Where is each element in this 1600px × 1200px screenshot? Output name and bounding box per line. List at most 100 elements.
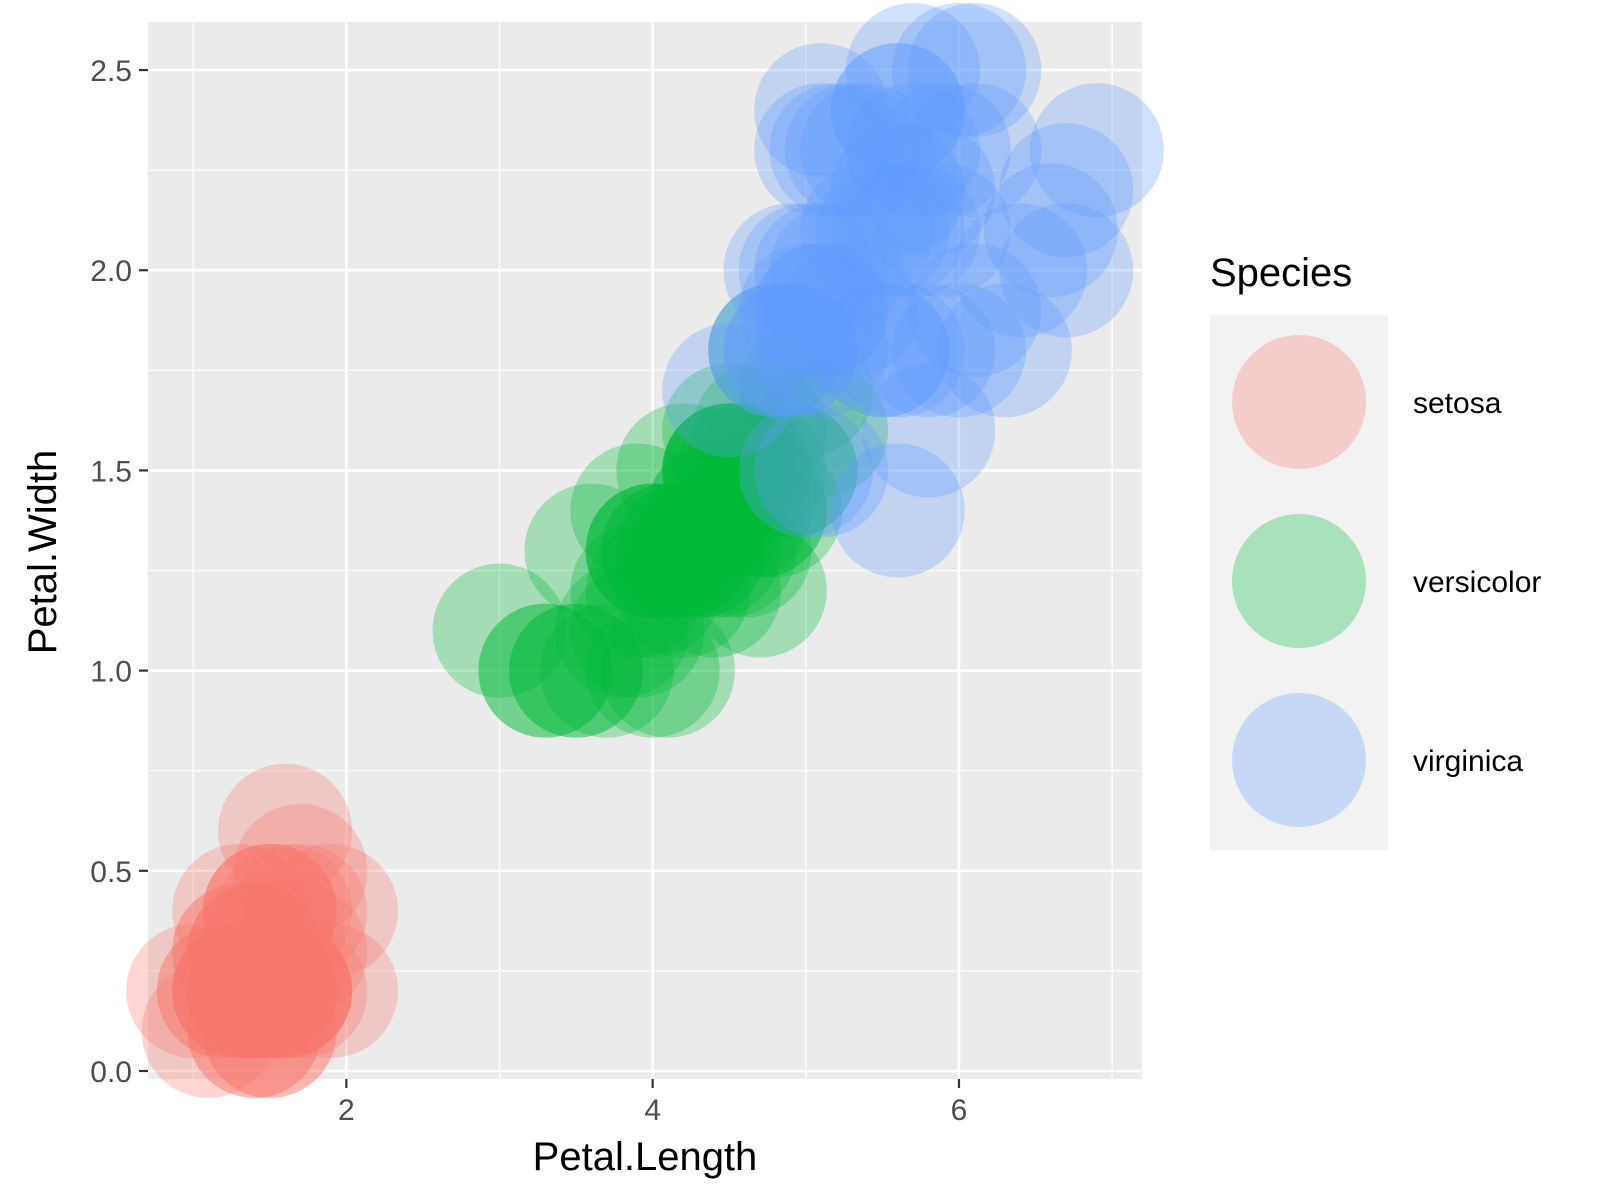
data-point-versicolor (662, 483, 797, 618)
data-point-versicolor (646, 443, 781, 578)
data-point-virginica (754, 243, 889, 378)
data-point-virginica (830, 163, 965, 298)
data-point-setosa (233, 923, 368, 1058)
data-point-virginica (937, 283, 1072, 418)
data-point-setosa (264, 923, 399, 1058)
data-point-setosa (218, 923, 353, 1058)
x-tick-label: 4 (644, 1094, 661, 1127)
data-point-versicolor (662, 403, 797, 538)
data-point-virginica (830, 123, 965, 258)
data-point-versicolor (646, 443, 781, 578)
data-point-versicolor (662, 363, 797, 498)
data-point-versicolor (662, 403, 797, 538)
data-point-setosa (202, 923, 337, 1058)
series-setosa (126, 763, 399, 1098)
data-point-virginica (846, 83, 981, 218)
data-point-setosa (156, 923, 291, 1058)
data-point-setosa (187, 923, 322, 1058)
data-point-virginica (723, 283, 858, 418)
data-point-versicolor (570, 443, 705, 578)
data-point-virginica (861, 283, 996, 418)
data-point-versicolor (539, 603, 674, 738)
data-point-setosa (172, 923, 307, 1058)
data-point-versicolor (662, 403, 797, 538)
data-point-setosa (202, 923, 337, 1058)
data-point-virginica (876, 163, 1011, 298)
data-point-versicolor (524, 483, 659, 618)
data-point-virginica (907, 3, 1042, 138)
data-point-setosa (233, 883, 368, 1018)
data-point-versicolor (692, 403, 827, 538)
data-point-versicolor (631, 483, 766, 618)
x-tick-label: 6 (951, 1094, 968, 1127)
data-point-setosa (202, 963, 337, 1098)
legend-title: Species (1210, 251, 1352, 295)
data-point-virginica (861, 363, 996, 498)
data-point-versicolor (585, 523, 720, 658)
minor-gridlines (148, 22, 1142, 1079)
data-point-setosa (187, 923, 322, 1058)
data-point-versicolor (570, 563, 705, 698)
data-point-versicolor (662, 403, 797, 538)
data-point-setosa (187, 883, 322, 1018)
data-point-versicolor (432, 563, 567, 698)
data-point-versicolor (616, 483, 751, 618)
data-point-setosa (172, 843, 307, 978)
major-gridlines (148, 22, 1142, 1079)
data-point-setosa (202, 923, 337, 1058)
data-point-virginica (754, 203, 889, 338)
data-point-virginica (754, 283, 889, 418)
data-point-setosa (202, 923, 337, 1058)
legend-label-setosa: setosa (1413, 387, 1502, 420)
data-point-virginica (830, 283, 965, 418)
data-point-setosa (202, 923, 337, 1058)
data-point-virginica (708, 283, 843, 418)
data-point-setosa (233, 843, 368, 978)
data-point-setosa (187, 963, 322, 1098)
data-point-virginica (846, 163, 981, 298)
series-versicolor (432, 283, 889, 738)
data-point-virginica (830, 443, 965, 578)
data-point-virginica (907, 243, 1042, 378)
legend-key-versicolor (1232, 514, 1366, 648)
data-point-virginica (738, 243, 873, 378)
legend: Species setosa versicolor virginica (1210, 251, 1541, 850)
data-point-versicolor (692, 443, 827, 578)
data-point-virginica (999, 123, 1134, 258)
data-point-versicolor (738, 323, 873, 458)
data-point-virginica (907, 83, 1042, 218)
data-point-setosa (218, 763, 353, 898)
data-point-versicolor (677, 403, 812, 538)
data-point-virginica (999, 203, 1134, 338)
data-point-versicolor (509, 603, 644, 738)
data-point-virginica (784, 83, 919, 218)
data-point-virginica (754, 43, 889, 178)
data-point-setosa (187, 923, 322, 1058)
data-point-setosa (187, 923, 322, 1058)
data-point-setosa (172, 883, 307, 1018)
data-point-virginica (708, 283, 843, 418)
data-point-versicolor (754, 363, 889, 498)
data-point-versicolor (677, 483, 812, 618)
data-point-setosa (202, 843, 337, 978)
data-point-virginica (876, 83, 1011, 218)
data-point-virginica (891, 283, 1026, 418)
data-point-virginica (784, 243, 919, 378)
data-point-virginica (769, 203, 904, 338)
data-point-virginica (953, 203, 1088, 338)
data-point-setosa (202, 963, 337, 1098)
data-point-setosa (156, 923, 291, 1058)
x-axis-title: Petal.Length (533, 1135, 758, 1179)
data-point-setosa (187, 883, 322, 1018)
data-point-setosa (187, 923, 322, 1058)
data-point-versicolor (662, 403, 797, 538)
data-point-virginica (800, 83, 935, 218)
data-point-virginica (815, 163, 950, 298)
data-point-setosa (202, 883, 337, 1018)
data-point-virginica (754, 403, 889, 538)
series-virginica (662, 3, 1164, 578)
data-point-setosa (141, 963, 276, 1098)
data-point-virginica (830, 43, 965, 178)
data-point-versicolor (708, 443, 843, 578)
